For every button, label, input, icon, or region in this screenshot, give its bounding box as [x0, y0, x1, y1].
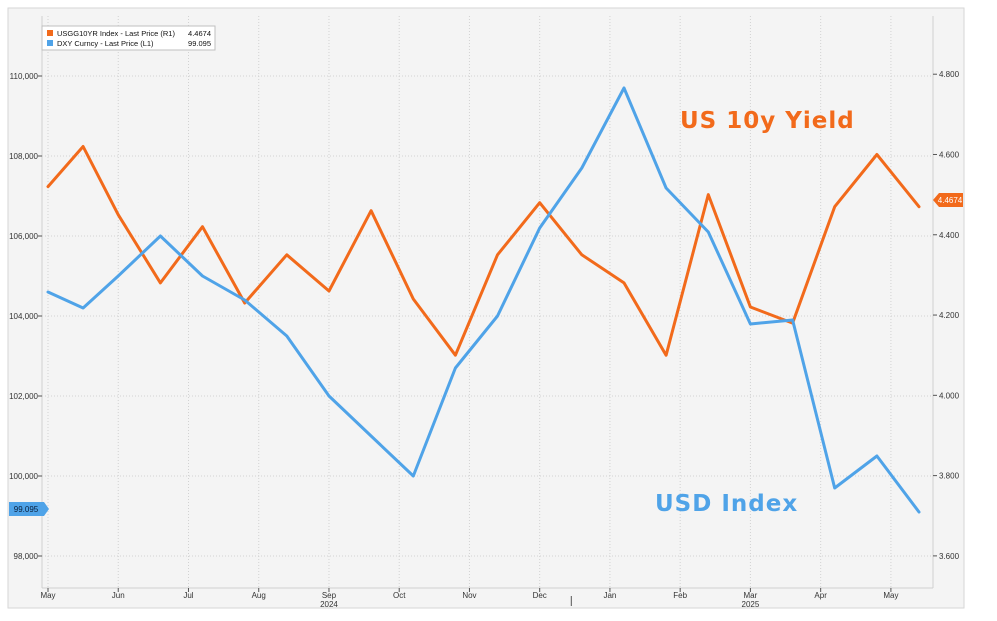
left-tick-label: 98,000 [14, 552, 39, 561]
month-tick-label: Jan [603, 591, 616, 600]
legend-value-usd: 99.095 [188, 39, 211, 48]
month-tick-label: Apr [814, 591, 827, 600]
legend-box [41, 25, 216, 51]
month-tick-label: Dec [533, 591, 547, 600]
legend: USGG10YR Index - Last Price (R1) 4.4674 … [41, 25, 216, 51]
left-tick-label: 100,000 [9, 472, 38, 481]
month-tick-label: Aug [252, 591, 266, 600]
plot-frame [7, 7, 965, 609]
month-tick-label: May [883, 591, 898, 600]
axis-ticks: 98,000 100,000 102,000 104,000 106,000 108,00… [9, 70, 959, 609]
series-lines [46, 86, 921, 514]
month-tick-label: Oct [393, 591, 406, 600]
left-tick-label: 108,000 [9, 152, 38, 161]
legend-swatch-yield [47, 30, 53, 36]
month-tick-label: Feb [673, 591, 687, 600]
legend-label-yield: USGG10YR Index - Last Price (R1) [57, 29, 175, 38]
usd-callout-label: USD Index [655, 491, 798, 517]
usd-last-value-text: 99.095 [14, 505, 39, 514]
legend-value-yield: 4.4674 [188, 29, 211, 38]
legend-label-usd: DXY Curncy - Last Price (L1) [57, 39, 154, 48]
right-tick-label: 4.800 [939, 70, 960, 79]
right-tick-label: 3.800 [939, 472, 960, 481]
year-label: 2025 [742, 600, 760, 609]
month-tick-label: Jun [112, 591, 125, 600]
left-tick-label: 102,000 [9, 392, 38, 401]
right-tick-label: 3.600 [939, 552, 960, 561]
usd-series-line [46, 86, 921, 514]
right-tick-label: 4.400 [939, 231, 960, 240]
right-tick-label: 4.200 [939, 311, 960, 320]
yield-last-value-tag: 4.4674 [933, 193, 963, 207]
left-tick-label: 106,000 [9, 232, 38, 241]
legend-swatch-usd [47, 40, 53, 46]
right-tick-label: 4.000 [939, 391, 960, 400]
month-tick-label: May [40, 591, 55, 600]
yield-callout-label: US 10y Yield [680, 108, 855, 134]
yield-last-value-text: 4.4674 [938, 196, 963, 205]
month-tick-label: Nov [462, 591, 476, 600]
right-tick-label: 4.600 [939, 150, 960, 159]
month-tick-label: Mar [744, 591, 758, 600]
left-tick-label: 104,000 [9, 312, 38, 321]
month-tick-label: Sep [322, 591, 337, 600]
year-label: 2024 [320, 600, 338, 609]
usd-last-value-tag: 99.095 [9, 502, 49, 516]
left-tick-label: 110,000 [10, 72, 39, 81]
month-tick-label: Jul [183, 591, 193, 600]
